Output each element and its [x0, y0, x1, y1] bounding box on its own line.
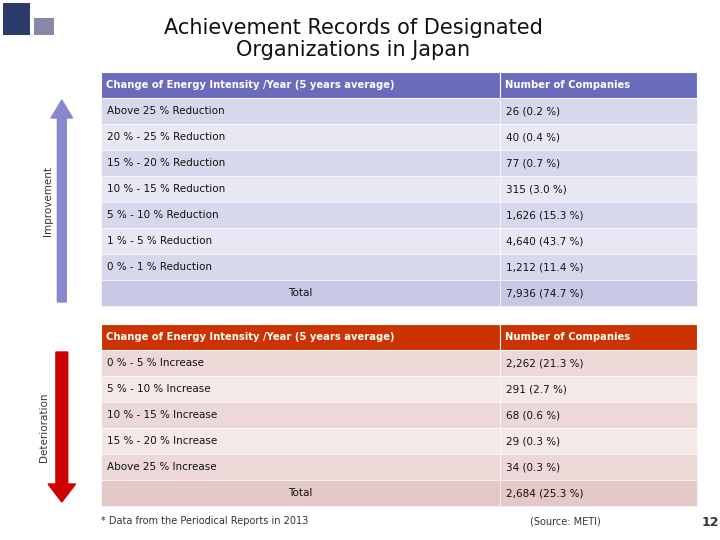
Bar	[500, 98, 696, 124]
Text: 68 (0.6 %): 68 (0.6 %)	[506, 410, 560, 420]
Bar	[500, 454, 696, 480]
Bar	[500, 376, 696, 402]
Text: 1 % - 5 % Reduction: 1 % - 5 % Reduction	[107, 236, 212, 246]
Text: 34 (0.3 %): 34 (0.3 %)	[506, 462, 560, 472]
Bar	[500, 176, 696, 202]
Text: Total: Total	[289, 288, 312, 298]
Bar	[500, 124, 696, 150]
FancyArrow shape	[48, 352, 76, 502]
Text: Total: Total	[289, 488, 312, 498]
Bar	[500, 324, 696, 350]
Text: Above 25 % Reduction: Above 25 % Reduction	[107, 106, 225, 116]
Text: 77 (0.7 %): 77 (0.7 %)	[506, 158, 560, 168]
Bar	[500, 150, 696, 176]
Text: Change of Energy Intensity /Year (5 years average): Change of Energy Intensity /Year (5 year…	[106, 332, 395, 342]
Text: * Data from the Periodical Reports in 2013: * Data from the Periodical Reports in 20…	[101, 516, 308, 526]
Text: 12: 12	[701, 516, 719, 529]
Text: 10 % - 15 % Reduction: 10 % - 15 % Reduction	[107, 184, 225, 194]
Bar	[101, 124, 500, 150]
Bar	[101, 72, 500, 98]
Text: Deterioration: Deterioration	[39, 392, 49, 462]
Text: 5 % - 10 % Increase: 5 % - 10 % Increase	[107, 384, 210, 394]
Text: 15 % - 20 % Reduction: 15 % - 20 % Reduction	[107, 158, 225, 168]
Bar	[500, 280, 696, 306]
Text: 2,684 (25.3 %): 2,684 (25.3 %)	[506, 488, 583, 498]
Text: 7,936 (74.7 %): 7,936 (74.7 %)	[506, 288, 583, 298]
Text: 315 (3.0 %): 315 (3.0 %)	[506, 184, 567, 194]
Bar	[101, 324, 500, 350]
Bar	[500, 350, 696, 376]
Bar	[500, 254, 696, 280]
Bar	[101, 350, 500, 376]
Bar	[101, 254, 500, 280]
Text: 291 (2.7 %): 291 (2.7 %)	[506, 384, 567, 394]
Bar	[101, 150, 500, 176]
Bar	[101, 228, 500, 254]
Bar	[101, 176, 500, 202]
Bar	[101, 454, 500, 480]
Bar	[500, 480, 696, 506]
Bar	[35, 18, 54, 35]
Text: 10 % - 15 % Increase: 10 % - 15 % Increase	[107, 410, 217, 420]
Text: 0 % - 1 % Reduction: 0 % - 1 % Reduction	[107, 262, 212, 272]
Text: Achievement Records of Designated: Achievement Records of Designated	[163, 18, 543, 38]
Bar	[3, 3, 30, 35]
Text: 20 % - 25 % Reduction: 20 % - 25 % Reduction	[107, 132, 225, 142]
Text: (Source: METI): (Source: METI)	[530, 516, 600, 526]
Bar	[101, 428, 500, 454]
Text: 1,626 (15.3 %): 1,626 (15.3 %)	[506, 210, 583, 220]
Bar	[500, 228, 696, 254]
Text: 2,262 (21.3 %): 2,262 (21.3 %)	[506, 358, 583, 368]
Bar	[500, 402, 696, 428]
Text: Change of Energy Intensity /Year (5 years average): Change of Energy Intensity /Year (5 year…	[106, 80, 395, 90]
Text: Number of Companies: Number of Companies	[505, 80, 630, 90]
Text: Improvement: Improvement	[43, 166, 53, 236]
Text: 29 (0.3 %): 29 (0.3 %)	[506, 436, 560, 446]
Text: 1,212 (11.4 %): 1,212 (11.4 %)	[506, 262, 583, 272]
Text: 15 % - 20 % Increase: 15 % - 20 % Increase	[107, 436, 217, 446]
Bar	[500, 202, 696, 228]
Text: 0 % - 5 % Increase: 0 % - 5 % Increase	[107, 358, 204, 368]
Text: 4,640 (43.7 %): 4,640 (43.7 %)	[506, 236, 583, 246]
Text: 5 % - 10 % Reduction: 5 % - 10 % Reduction	[107, 210, 219, 220]
Bar	[101, 202, 500, 228]
Text: Number of Companies: Number of Companies	[505, 332, 630, 342]
Bar	[500, 72, 696, 98]
Text: Above 25 % Increase: Above 25 % Increase	[107, 462, 217, 472]
Text: 40 (0.4 %): 40 (0.4 %)	[506, 132, 560, 142]
Bar	[101, 402, 500, 428]
Text: Organizations in Japan: Organizations in Japan	[236, 40, 470, 60]
Bar	[101, 480, 500, 506]
Text: 26 (0.2 %): 26 (0.2 %)	[506, 106, 560, 116]
FancyArrow shape	[51, 100, 73, 302]
Bar	[101, 376, 500, 402]
Bar	[500, 428, 696, 454]
Bar	[101, 280, 500, 306]
Bar	[101, 98, 500, 124]
